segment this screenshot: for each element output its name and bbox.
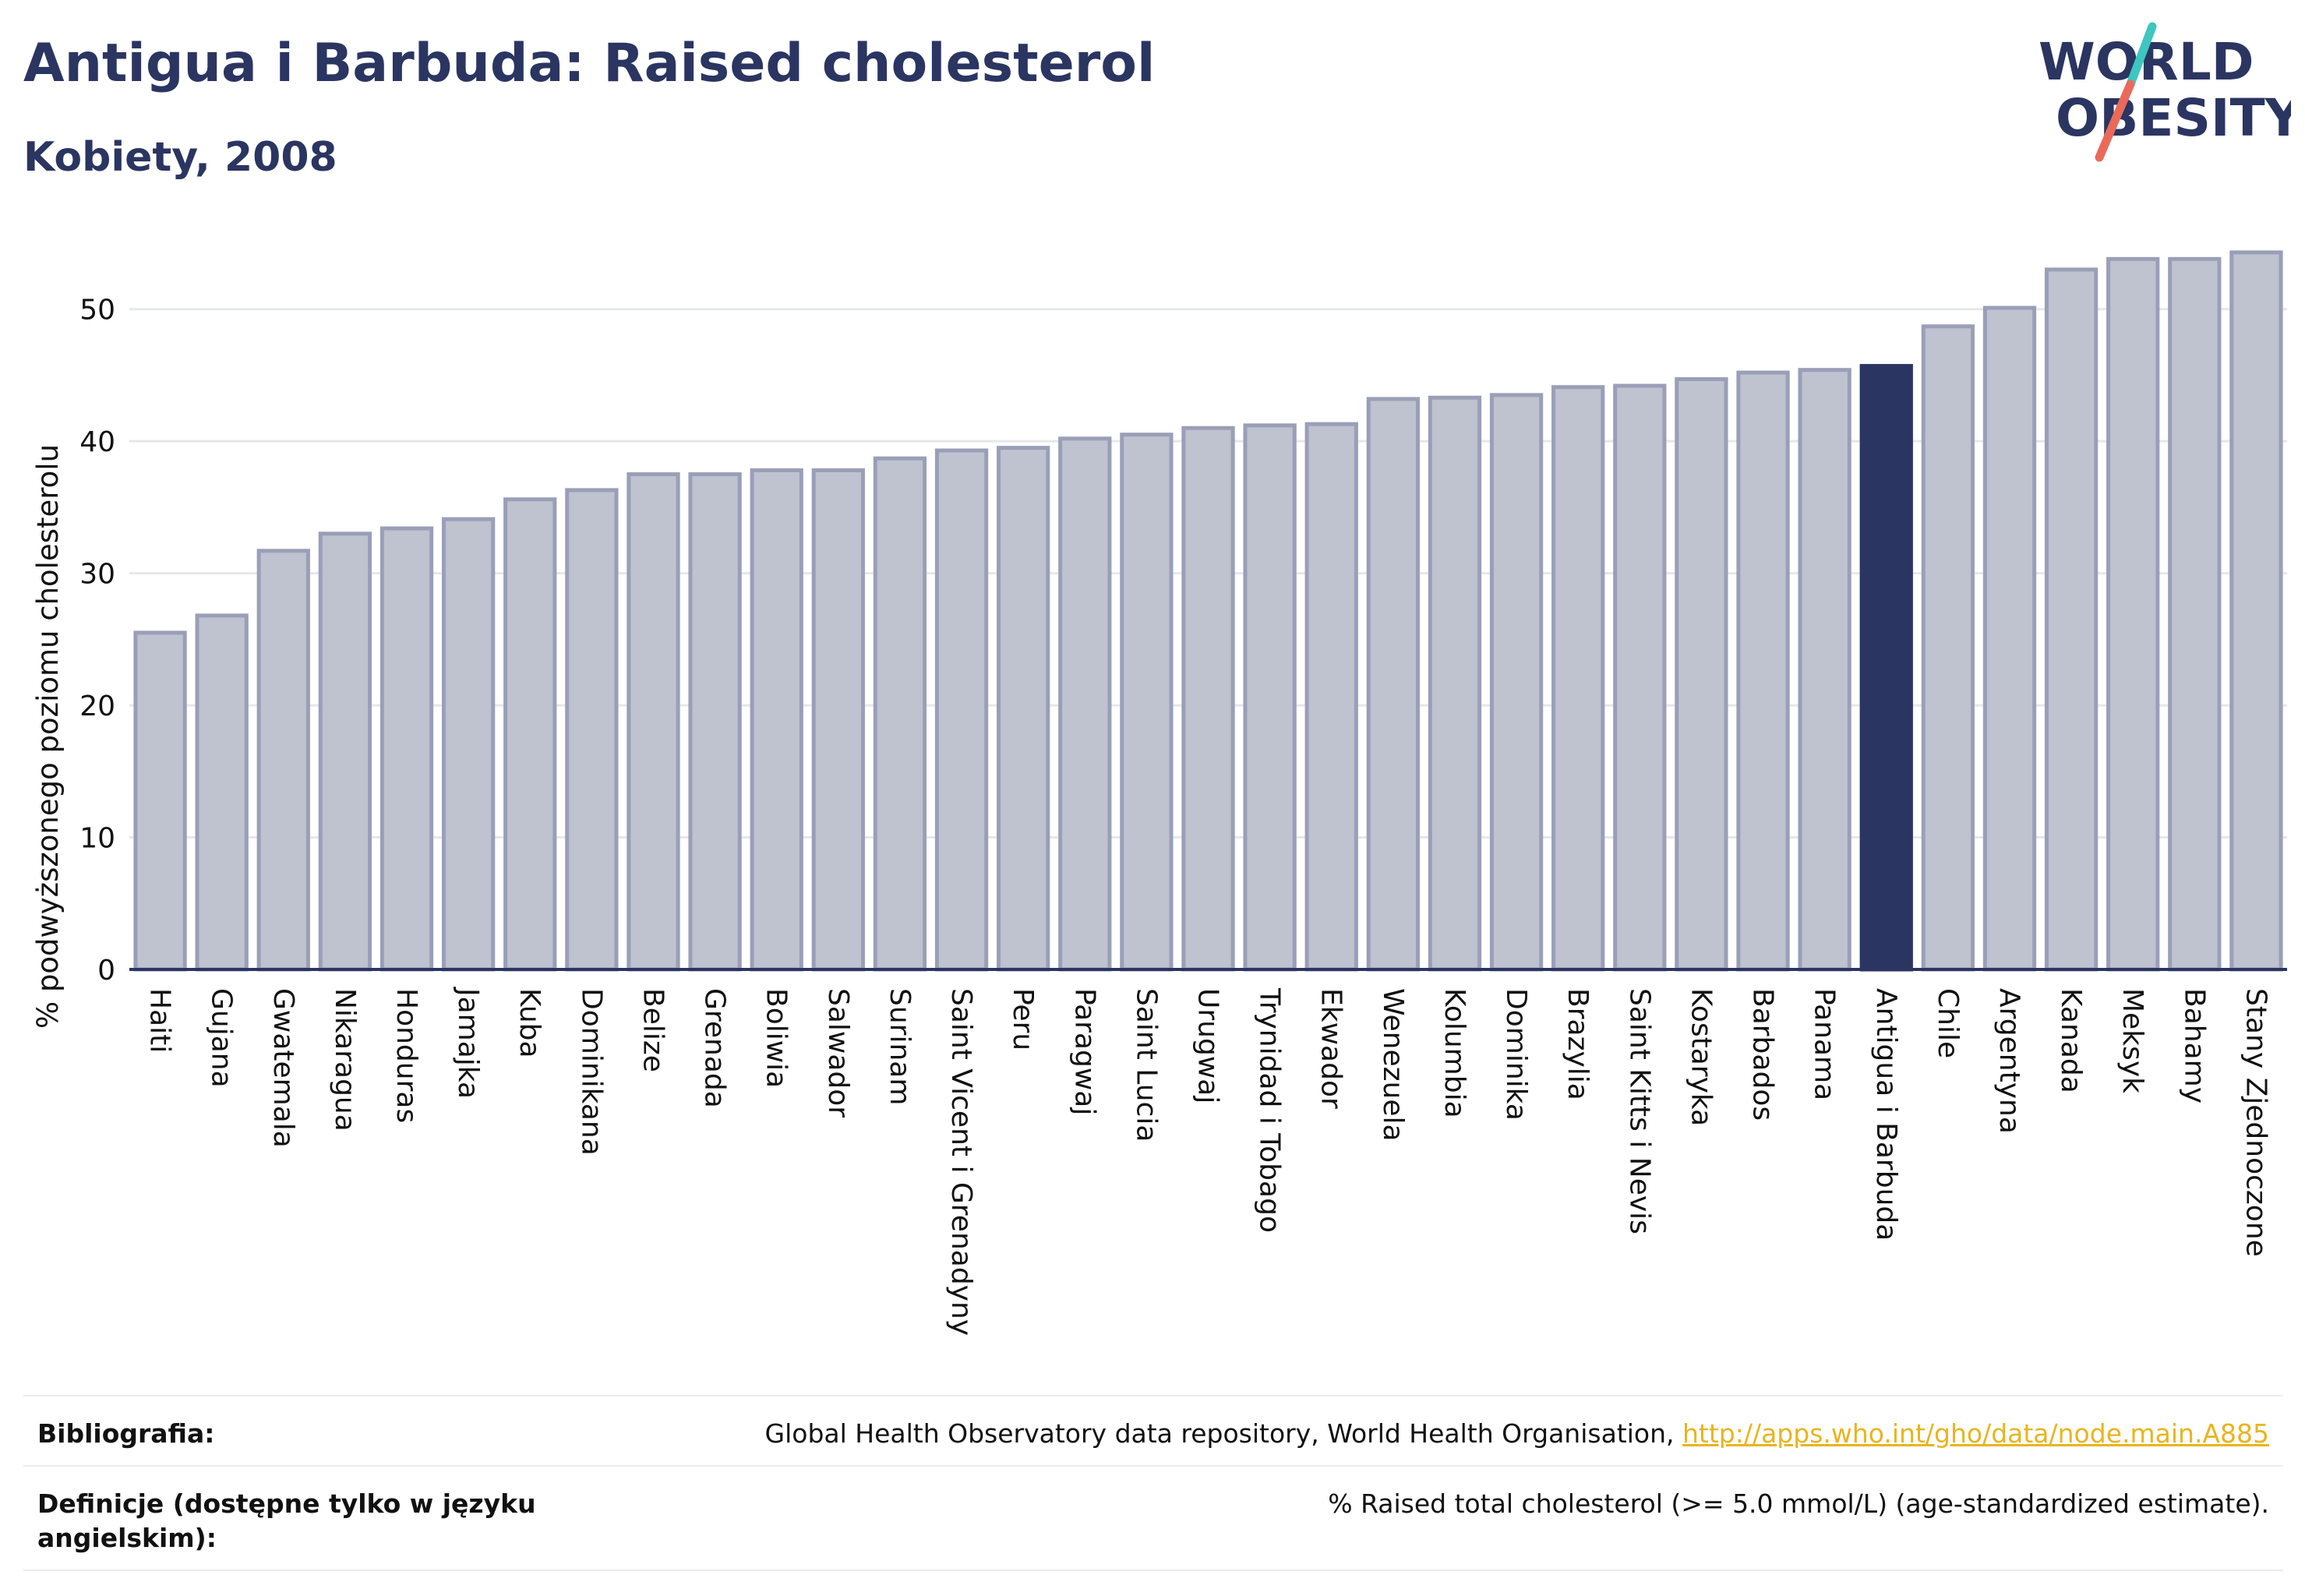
bar	[1058, 436, 1112, 972]
references-table: Bibliografia: Global Health Observatory …	[23, 1395, 2283, 1571]
bar	[379, 526, 434, 972]
x-tick-label: Trynidad i Tobago	[1254, 987, 1286, 1233]
y-tick-label: 30	[79, 559, 115, 591]
world-obesity-logo: WORLD OBESITY	[2038, 22, 2291, 162]
bar	[195, 613, 249, 972]
x-tick-label: Saint Vicent i Grenadyny	[945, 988, 977, 1336]
bar-chart: 0 10 20 30 40 50 Haiti Gujana Gwatemala Nikaragu…	[31, 250, 2287, 1336]
bar	[1120, 433, 1174, 972]
bar	[1551, 385, 1605, 972]
x-tick-label: Panama	[1809, 988, 1841, 1100]
bar	[1366, 397, 1420, 972]
x-tick-label: Brazylia	[1562, 988, 1594, 1100]
bar	[441, 517, 496, 972]
bibliography-text: Global Health Observatory data repositor…	[764, 1418, 1682, 1449]
bibliography-link[interactable]: http://apps.who.int/gho/data/node.main.A…	[1682, 1418, 2269, 1449]
x-tick-label: Boliwia	[761, 988, 792, 1088]
bar	[1798, 368, 1851, 972]
x-tick-label: Stany Zjednoczone	[2240, 988, 2271, 1257]
x-tick-label: Wenezuela	[1377, 988, 1409, 1142]
x-tick-label: Urugwaj	[1192, 988, 1224, 1103]
x-tick-label: Salwador	[822, 988, 854, 1118]
bibliography-label: Bibliografia:	[37, 1418, 215, 1449]
x-tick-label: Nikaragua	[329, 988, 361, 1132]
bar-highlighted	[1859, 364, 1913, 972]
bar	[1613, 383, 1667, 972]
bar	[2229, 250, 2283, 972]
bar	[565, 488, 619, 972]
bar	[1489, 393, 1544, 972]
x-tick-label: Haiti	[144, 988, 176, 1053]
bar	[318, 531, 372, 972]
bar	[1304, 422, 1358, 972]
bar	[133, 630, 187, 972]
x-tick-label: Paragwaj	[1068, 988, 1100, 1115]
x-tick-label: Jamajka	[452, 987, 484, 1099]
definitions-row: Definicje (dostępne tylko w języku angie…	[23, 1465, 2283, 1571]
bibliography-row: Bibliografia: Global Health Observatory …	[23, 1395, 2283, 1465]
x-tick-label: Antigua i Barbuda	[1870, 988, 1902, 1241]
y-axis-label: % podwyższonego poziomu cholesterolu	[31, 444, 65, 1029]
y-tick-label: 20	[79, 690, 115, 722]
y-tick-label: 0	[97, 955, 115, 987]
x-tick-label: Barbados	[1747, 988, 1779, 1121]
x-tick-label: Grenada	[699, 988, 731, 1108]
bars-layer	[133, 250, 2283, 972]
x-tick-label: Gujana	[206, 988, 238, 1088]
definitions-value: % Raised total cholesterol (>= 5.0 mmol/…	[1328, 1488, 2269, 1519]
x-tick-label: Kanada	[2055, 988, 2087, 1093]
bar	[503, 497, 557, 972]
x-tick-label: Dominikana	[575, 988, 607, 1156]
definitions-label: Definicje (dostępne tylko w języku angie…	[37, 1488, 536, 1553]
bar	[256, 549, 310, 972]
bar	[997, 446, 1050, 972]
bar	[1243, 423, 1297, 972]
chart-title: Antigua i Barbuda: Raised cholesterol	[23, 33, 1156, 94]
x-tick-label: Kostaryka	[1685, 988, 1717, 1126]
x-tick-label: Saint Kitts i Nevis	[1623, 988, 1655, 1234]
x-tick-label: Surinam	[884, 988, 916, 1105]
bar	[1921, 324, 1975, 972]
bar	[1181, 425, 1235, 972]
bar	[750, 468, 803, 972]
x-tick-label: Meksyk	[2116, 988, 2148, 1093]
y-tick-label: 40	[79, 426, 115, 458]
bar	[2106, 256, 2160, 972]
bibliography-value: Global Health Observatory data repositor…	[765, 1417, 2269, 1451]
x-tick-labels: Haiti Gujana Gwatemala Nikaragua Honduras Jam…	[144, 987, 2272, 1336]
logo-slash-teal	[2126, 22, 2157, 89]
x-tick-label: Kolumbia	[1438, 988, 1470, 1118]
chart-subtitle: Kobiety, 2008	[23, 134, 337, 181]
x-tick-label: Chile	[1932, 988, 1964, 1058]
bar	[688, 472, 742, 972]
y-tick-label: 50	[79, 295, 115, 327]
y-tick-labels: 0 10 20 30 40 50	[79, 295, 115, 987]
bar	[934, 448, 989, 972]
logo-text-obesity: OBESITY	[2056, 88, 2291, 148]
x-tick-label: Bahamy	[2178, 988, 2210, 1103]
x-tick-label: Kuba	[514, 988, 545, 1058]
x-tick-label: Dominika	[1500, 988, 1532, 1121]
x-tick-label: Argentyna	[1993, 988, 2025, 1134]
x-tick-label: Gwatemala	[267, 988, 299, 1148]
bar	[1675, 377, 1728, 972]
x-tick-label: Ekwador	[1315, 988, 1347, 1109]
bar	[1736, 370, 1790, 972]
bar	[1428, 395, 1482, 972]
bar	[627, 472, 680, 972]
x-tick-label: Peru	[1007, 988, 1039, 1050]
bar	[2044, 267, 2099, 972]
bar	[2168, 256, 2222, 972]
x-tick-label: Belize	[637, 988, 669, 1072]
logo-slash-coral	[2095, 79, 2135, 162]
y-tick-label: 10	[79, 823, 115, 855]
bar	[811, 468, 865, 972]
bar	[873, 456, 927, 972]
bar	[1982, 305, 2037, 972]
x-tick-label: Honduras	[390, 988, 422, 1123]
x-tick-label: Saint Lucia	[1130, 988, 1162, 1142]
